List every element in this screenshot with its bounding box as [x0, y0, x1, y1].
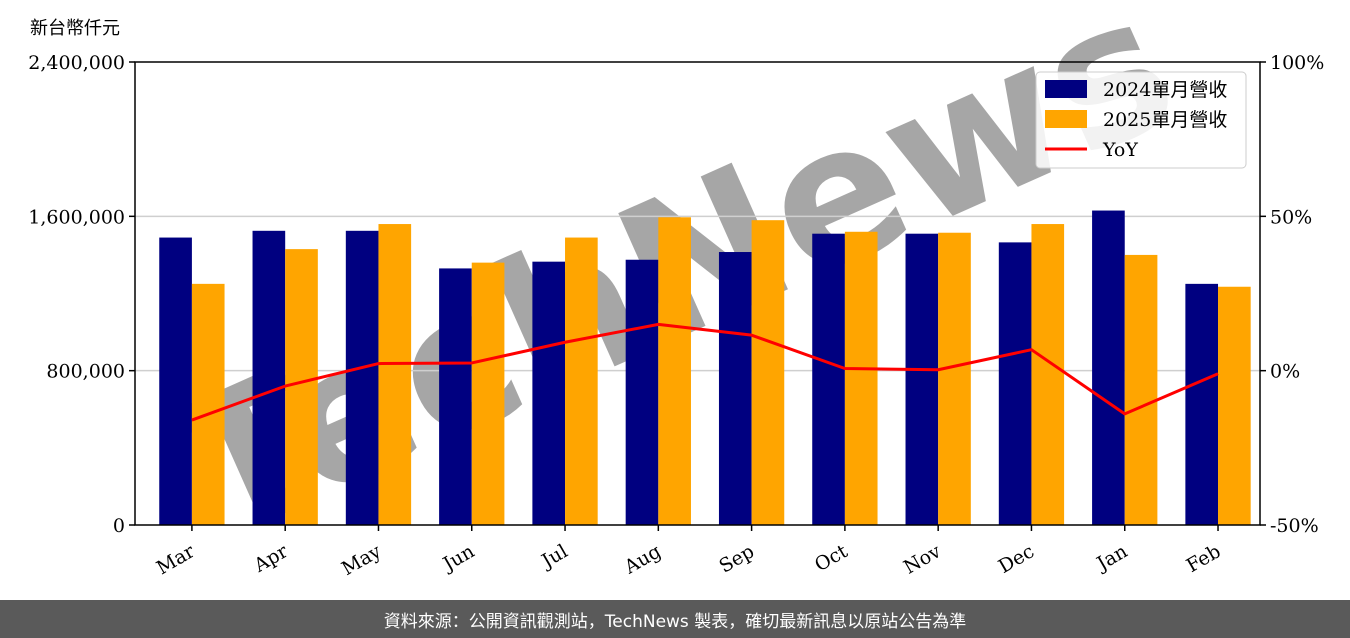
bar-2024-may	[345, 230, 379, 526]
revenue-chart: TechNews 0800,0001,600,0002,400,000-50%0…	[28, 0, 1324, 584]
bar-2024-jan	[1092, 210, 1125, 525]
legend-swatch	[1045, 80, 1087, 98]
x-tick-label-jun: Jun	[438, 540, 479, 576]
x-tick-label-jan: Jan	[1091, 540, 1131, 576]
x-tick-label-nov: Nov	[900, 540, 945, 579]
bar-2024-oct	[812, 233, 845, 525]
bar-2024-nov	[905, 233, 939, 525]
bar-2025-aug	[658, 217, 691, 525]
y-axis-unit-label: 新台幣仟元	[30, 18, 120, 39]
x-tick-label-sep: Sep	[716, 540, 759, 577]
legend-label: 2025單月營收	[1103, 109, 1227, 131]
bar-2025-dec	[1031, 224, 1065, 526]
bar-2024-aug	[625, 259, 659, 525]
bar-2025-jul	[565, 237, 598, 525]
bar-2025-feb	[1218, 286, 1251, 525]
legend-swatch	[1045, 110, 1087, 128]
legend-label: 2024單月營收	[1103, 79, 1227, 101]
source-footer: 資料來源：公開資訊觀測站，TechNews 製表，確切最新訊息以原站公告為準	[0, 600, 1350, 638]
y2-tick-label: 0%	[1270, 361, 1300, 383]
y2-tick-label: 50%	[1270, 206, 1312, 228]
x-tick-label-dec: Dec	[995, 540, 1038, 578]
y-tick-label: 1,600,000	[28, 206, 125, 228]
legend-label: YoY	[1102, 139, 1138, 161]
bar-2024-apr	[252, 230, 286, 526]
x-tick-label-may: May	[338, 540, 385, 580]
legend: 2024單月營收 2025單月營收 YoY	[1035, 71, 1247, 169]
yoy-line-path	[191, 322, 1219, 422]
x-tick-label-mar: Mar	[153, 540, 199, 579]
plot-frame	[134, 61, 1261, 526]
x-tick-label-feb: Feb	[1183, 540, 1225, 577]
y-tick-label: 2,400,000	[28, 52, 125, 74]
bar-2025-may	[378, 224, 412, 526]
legend-box	[1035, 71, 1247, 169]
y2-tick-label: 100%	[1270, 52, 1324, 74]
bar-2024-jul	[532, 261, 566, 525]
x-tick-label-jul: Jul	[536, 540, 571, 573]
x-tick-label-aug: Aug	[620, 540, 665, 579]
x-tick-label-oct: Oct	[811, 540, 852, 576]
bar-2025-apr	[285, 249, 318, 526]
y2-tick-label: -50%	[1270, 515, 1319, 537]
gridlines	[135, 215, 1260, 372]
bar-2025-mar	[191, 283, 225, 525]
yoy-line	[191, 322, 1219, 422]
bar-2024-feb	[1185, 283, 1219, 525]
bar-2025-jun	[471, 262, 505, 525]
bar-2025-oct	[844, 231, 878, 525]
y-tick-label: 800,000	[46, 361, 125, 383]
bar-2024-dec	[998, 242, 1032, 526]
bar-2025-sep	[751, 220, 785, 526]
bar-2025-nov	[938, 232, 971, 525]
bar-2024-mar	[159, 237, 192, 525]
y-tick-label: 0	[113, 515, 125, 537]
bar-2025-jan	[1124, 254, 1158, 525]
bars	[159, 210, 1251, 526]
bar-2024-jun	[439, 268, 472, 525]
bar-2024-sep	[718, 252, 752, 525]
